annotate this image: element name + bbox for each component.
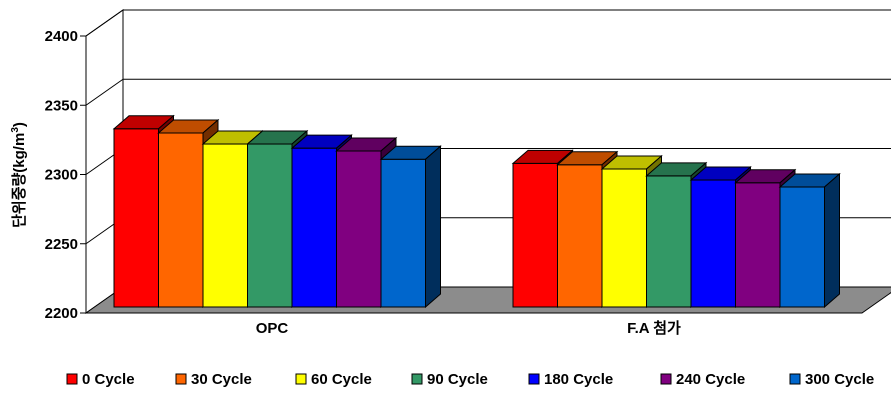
y-axis: 2200 2250 2300 2350 2400 (45, 28, 87, 322)
legend-label: 240 Cycle (676, 371, 745, 388)
y-tick-label: 2200 (45, 305, 78, 322)
gridline-side (85, 78, 124, 106)
y-axis-label: 단위중량(kg/m3) (10, 122, 28, 228)
bar-front (512, 162, 558, 308)
y-tick-label: 2250 (45, 236, 78, 253)
bar-side (824, 172, 840, 309)
bar-front (202, 143, 248, 308)
legend-label: 300 Cycle (805, 371, 874, 388)
y-tick-label: 2350 (45, 97, 78, 114)
bar-front (557, 164, 603, 308)
bar-front (690, 179, 736, 308)
bar-front (113, 128, 159, 308)
bar-front (646, 175, 692, 308)
legend-label: 0 Cycle (82, 371, 135, 388)
x-tick-label: OPC (256, 320, 289, 337)
legend-item: 60 Cycle (295, 371, 372, 388)
bar-front (336, 150, 382, 308)
legend-swatch (660, 373, 672, 385)
legend-item: 30 Cycle (175, 371, 252, 388)
legend-label: 30 Cycle (191, 371, 252, 388)
legend-item: 180 Cycle (528, 371, 613, 388)
y-tick-label: 2300 (45, 167, 78, 184)
legend-swatch (175, 373, 187, 385)
bar-front (779, 186, 825, 308)
y-axis-title: 단위중량(kg/m3) (10, 122, 28, 228)
legend-swatch (528, 373, 540, 385)
bars (112, 114, 841, 309)
legend-item: 0 Cycle (66, 371, 135, 388)
legend-swatch (66, 373, 78, 385)
bar-front (735, 182, 781, 308)
x-tick-label: F.A 첨가 (627, 320, 681, 337)
bar-front (291, 147, 337, 308)
legend-item: 90 Cycle (411, 371, 488, 388)
legend: 0 Cycle 30 Cycle 60 Cycle 90 Cycle 180 Cycle… (66, 371, 874, 388)
legend-label: 60 Cycle (311, 371, 372, 388)
legend-label: 90 Cycle (427, 371, 488, 388)
y-tick-label: 2400 (45, 28, 78, 45)
bar-front (247, 143, 293, 308)
bar-front (601, 168, 647, 308)
bar-front (380, 158, 426, 308)
bar-side (425, 145, 441, 309)
legend-swatch (295, 373, 307, 385)
bar-front (158, 132, 204, 308)
legend-item: 240 Cycle (660, 371, 745, 388)
x-axis: OPC F.A 첨가 (86, 312, 862, 337)
legend-label: 180 Cycle (544, 371, 613, 388)
legend-swatch (411, 373, 423, 385)
legend-item: 300 Cycle (789, 371, 874, 388)
bar (379, 145, 442, 309)
gridline-side (85, 9, 124, 37)
bar (778, 172, 841, 309)
legend-swatch (789, 373, 801, 385)
